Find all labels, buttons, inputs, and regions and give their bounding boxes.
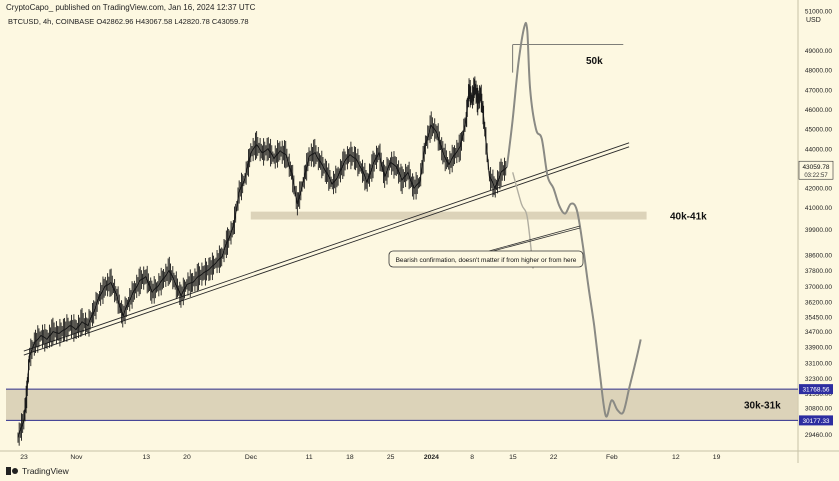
y-tick-label: 44000.00 — [805, 146, 832, 153]
callout-box — [388, 250, 584, 268]
x-tick-label: 2024 — [424, 454, 439, 461]
y-tick-label: 46000.00 — [805, 107, 832, 114]
countdown-label: 03:22:57 — [804, 173, 828, 179]
x-tick-label: 20 — [183, 454, 191, 461]
current-price-label: 43059.78 — [802, 164, 829, 171]
y-tick-label: 41000.00 — [805, 205, 832, 212]
x-tick-label: 22 — [550, 454, 558, 461]
zone-label-30k-31k: 30k-31k — [744, 401, 781, 412]
x-tick-label: Dec — [245, 454, 258, 461]
tradingview-brand[interactable]: TradingView — [6, 466, 69, 476]
footer-bar — [0, 463, 839, 481]
y-tick-label: 33100.00 — [805, 360, 832, 367]
price-series — [17, 76, 508, 446]
y-tick-label: 32300.00 — [805, 376, 832, 383]
y-tick-label: 29460.00 — [805, 432, 832, 439]
y-tick-label: 36200.00 — [805, 300, 832, 307]
callout-pointer-2 — [492, 227, 581, 252]
zone-label-40k-41k: 40k-41k — [670, 212, 707, 223]
zone-edge-badge — [799, 415, 833, 426]
x-tick-label: 13 — [142, 454, 150, 461]
tradingview-logo-icon — [6, 467, 18, 475]
x-tick-label: 18 — [346, 454, 354, 461]
annotation-50k: 50k — [586, 56, 603, 67]
projection-path — [505, 22, 642, 418]
brand-label: TradingView — [22, 466, 69, 476]
y-tick-label: 30800.00 — [805, 406, 832, 413]
support-zone-fill — [6, 389, 798, 421]
support-zone — [250, 211, 647, 220]
x-tick-label: 15 — [509, 454, 517, 461]
y-tick-label: 51000.00 — [805, 9, 832, 16]
alt-projection-path — [512, 172, 534, 269]
x-tick-label: 23 — [20, 454, 28, 461]
y-tick-label: 38600.00 — [805, 252, 832, 259]
y-tick-label: 39900.00 — [805, 227, 832, 234]
zone-edge-badge — [799, 384, 833, 395]
current-price-badge — [798, 160, 834, 180]
y-tick-label: 34700.00 — [805, 329, 832, 336]
support-zone — [6, 388, 798, 421]
zone-edge-label: 31768.56 — [802, 387, 829, 394]
zone-edge-label: 30177.33 — [802, 418, 829, 425]
x-tick-label: 11 — [306, 454, 313, 461]
y-tick-label: 33900.00 — [805, 345, 832, 352]
x-tick-label: Feb — [606, 454, 618, 461]
callout-text: Bearish confirmation, doesn't matter if … — [396, 257, 577, 264]
attribution-text: CryptoCapo_ published on TradingView.com… — [6, 3, 256, 12]
x-tick-label: 19 — [713, 454, 721, 461]
y-tick-label: 49000.00 — [805, 48, 832, 55]
x-tick-label: 12 — [672, 454, 680, 461]
x-tick-label: 8 — [470, 454, 474, 461]
y-tick-label: 31550.00 — [805, 391, 832, 398]
x-tick-label: 25 — [387, 454, 395, 461]
currency-label[interactable]: USD — [806, 17, 821, 24]
ohlc-legend: BTCUSD, 4h, COINBASE O42862.96 H43067.58… — [8, 17, 249, 26]
support-zone-fill — [250, 211, 647, 220]
y-tick-label: 37000.00 — [805, 284, 832, 291]
x-tick-label: Nov — [70, 454, 83, 461]
y-tick-label: 47000.00 — [805, 87, 832, 94]
y-tick-label: 37800.00 — [805, 268, 832, 275]
callout-pointer — [488, 225, 581, 252]
y-tick-label: 35450.00 — [805, 314, 832, 321]
y-tick-label: 42000.00 — [805, 186, 832, 193]
y-tick-label: 45000.00 — [805, 127, 832, 134]
y-tick-label: 48000.00 — [805, 68, 832, 75]
